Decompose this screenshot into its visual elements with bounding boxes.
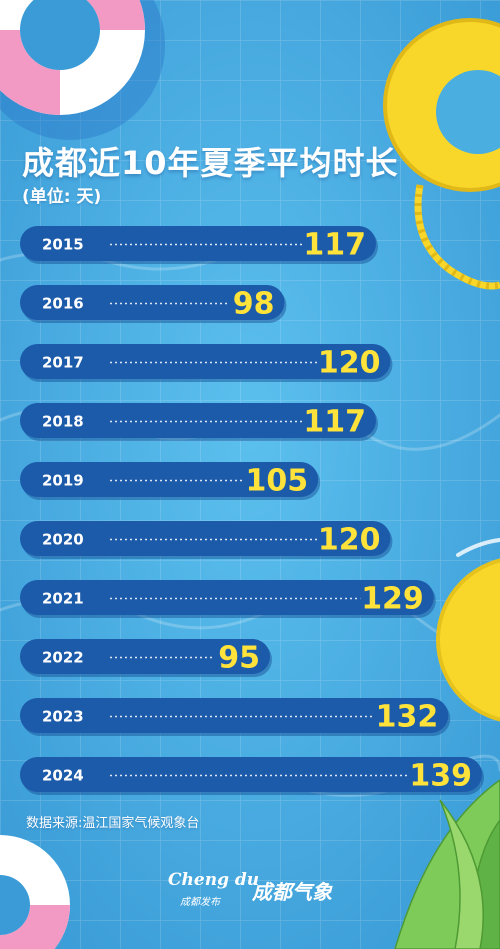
bar-value-label: 95 bbox=[218, 641, 260, 676]
bar-value-label: 139 bbox=[409, 759, 472, 794]
bar bbox=[20, 639, 270, 674]
bar bbox=[20, 285, 285, 320]
bar bbox=[20, 226, 376, 261]
bar-value-label: 120 bbox=[318, 346, 381, 381]
data-source: 数据来源:温江国家气候观象台 bbox=[26, 816, 200, 831]
bar-value-label: 98 bbox=[233, 287, 275, 322]
bar-year-label: 2020 bbox=[42, 531, 84, 549]
bar bbox=[20, 462, 319, 497]
bar-row: 2019 105 bbox=[20, 462, 321, 500]
bar-year-label: 2018 bbox=[42, 413, 84, 431]
bar-row: 2021 129 bbox=[20, 580, 436, 618]
bar-year-label: 2023 bbox=[42, 708, 84, 726]
bar-row: 2017 120 bbox=[20, 344, 393, 382]
bar-year-label: 2015 bbox=[42, 236, 84, 254]
bar-value-label: 105 bbox=[246, 464, 309, 499]
weather-logo: 成都气象 bbox=[252, 880, 332, 904]
unit-label: (单位: 天) bbox=[22, 187, 102, 207]
bar-year-label: 2019 bbox=[42, 472, 84, 490]
bar-value-label: 117 bbox=[303, 228, 366, 263]
bar bbox=[20, 521, 391, 556]
bar-year-label: 2016 bbox=[42, 295, 84, 313]
bar-year-label: 2024 bbox=[42, 767, 84, 785]
bar-row: 2018 117 bbox=[20, 403, 378, 441]
chengdu-logo: Cheng du bbox=[168, 870, 260, 890]
bar-year-label: 2017 bbox=[42, 354, 84, 372]
bar-value-label: 120 bbox=[318, 523, 381, 558]
bar bbox=[20, 580, 434, 615]
bar bbox=[20, 757, 482, 792]
bar-row: 2015 117 bbox=[20, 226, 378, 264]
bar-row: 2024 139 bbox=[20, 757, 484, 795]
chart-title: 成都近10年夏季平均时长 bbox=[22, 144, 399, 182]
chengdu-logo-sub: 成都发布 bbox=[180, 897, 220, 908]
bar-value-label: 117 bbox=[303, 405, 366, 440]
bar-row: 2022 95 bbox=[20, 639, 272, 677]
bar-row: 2023 132 bbox=[20, 698, 451, 736]
bar bbox=[20, 344, 391, 379]
bar-year-label: 2021 bbox=[42, 590, 84, 608]
bar-row: 2020 120 bbox=[20, 521, 393, 559]
bar bbox=[20, 403, 376, 438]
bar-value-label: 132 bbox=[376, 700, 439, 735]
bar-value-label: 129 bbox=[361, 582, 424, 617]
bar-year-label: 2022 bbox=[42, 649, 84, 667]
bar bbox=[20, 698, 449, 733]
bar-row: 2016 98 bbox=[20, 285, 287, 323]
